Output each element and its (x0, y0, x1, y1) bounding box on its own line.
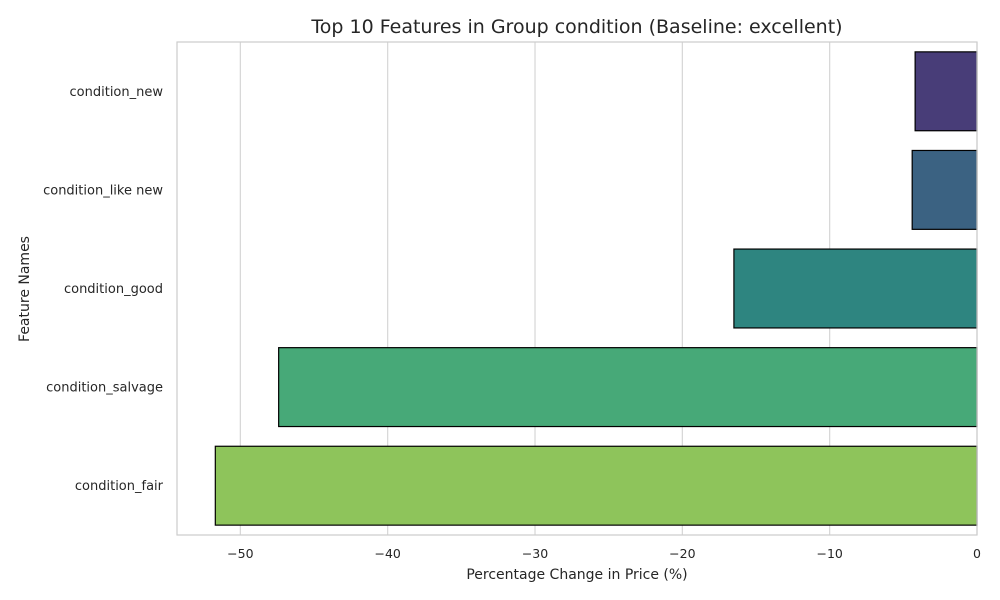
y-tick-label: condition_good (64, 282, 163, 297)
x-tick-label: −20 (669, 546, 695, 561)
bar (914, 51, 978, 132)
chart-title: Top 10 Features in Group condition (Base… (310, 16, 842, 38)
plot-frame (176, 41, 978, 536)
x-tick-labels: −50 −40 −30 −20 −10 0 (227, 546, 981, 561)
bar (278, 347, 978, 428)
x-tick-label: −50 (227, 546, 253, 561)
y-tick-label: condition_like new (43, 183, 163, 198)
y-axis-label: Feature Names (17, 236, 33, 342)
x-tick-label: 0 (973, 546, 981, 561)
x-tick-label: −40 (374, 546, 400, 561)
bar (911, 149, 978, 230)
y-tick-label: condition_fair (75, 479, 164, 494)
bar (733, 248, 978, 329)
x-tick-label: −30 (522, 546, 548, 561)
y-tick-label: condition_salvage (46, 381, 163, 396)
y-tick-label: condition_new (70, 85, 164, 100)
bar (214, 445, 978, 526)
y-tick-labels: condition_new condition_like new condition… (43, 85, 164, 494)
x-axis-label: Percentage Change in Price (%) (466, 567, 687, 583)
x-tick-label: −10 (816, 546, 842, 561)
bars (214, 51, 978, 526)
